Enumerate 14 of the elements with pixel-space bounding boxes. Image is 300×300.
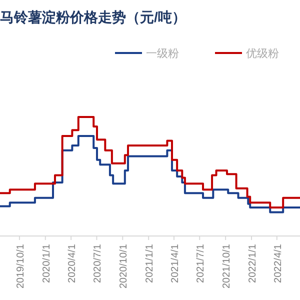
legend-label: 优级粉 xyxy=(246,48,279,60)
x-tick: 2021/1/1 xyxy=(144,244,156,283)
x-tick: 2021/4/1 xyxy=(170,244,181,283)
x-tick: 2020/10/1 xyxy=(118,244,130,288)
x-tick: 2020/4/1 xyxy=(67,244,78,283)
x-tick: 2020/7/1 xyxy=(92,244,104,283)
title: 马铃薯淀粉价格走势（元/吨） xyxy=(0,9,186,25)
x-tick: 2021/7/1 xyxy=(196,244,207,283)
legend-label: 一级粉 xyxy=(146,48,179,60)
x-tick: 2019/10/1 xyxy=(15,244,26,288)
x-tick: 2022/1/1 xyxy=(248,244,258,283)
x-tick: 2020/1/1 xyxy=(41,244,52,283)
x-tick: 2021/10/1 xyxy=(222,244,233,288)
x-tick: 2022/4/1 xyxy=(272,244,284,283)
